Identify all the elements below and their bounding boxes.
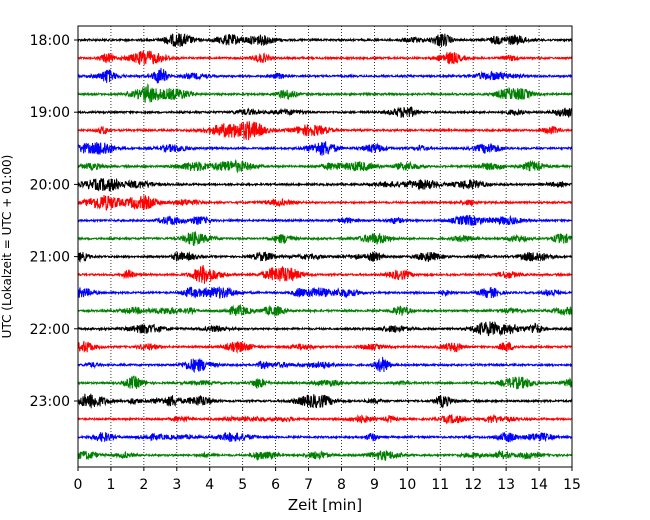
seismic-trace <box>77 303 573 317</box>
x-tick-label: 1 <box>106 477 115 493</box>
seismic-trace <box>77 214 573 226</box>
seismic-trace <box>77 141 573 156</box>
seismic-trace <box>77 340 573 354</box>
y-tick-label: 21:00 <box>30 250 70 266</box>
seismic-trace <box>77 356 573 373</box>
y-axis-label: UTC (Lokalzeit = UTC + 01:00) <box>0 155 14 339</box>
x-tick-label: 15 <box>563 477 581 493</box>
x-tick-label: 3 <box>172 477 181 493</box>
x-axis-ticks: 0 1 2 3 4 5 6 7 8 9 10 11 12 13 14 15 <box>74 467 581 493</box>
seismic-trace <box>77 320 573 337</box>
seismic-trace <box>77 432 573 443</box>
x-tick-label: 10 <box>398 477 416 493</box>
x-tick-label: 2 <box>139 477 148 493</box>
seismic-trace <box>77 250 573 263</box>
seismic-trace <box>77 106 573 118</box>
y-tick-label: 18:00 <box>30 33 70 49</box>
seismic-trace <box>77 393 573 409</box>
seismic-trace <box>77 158 573 174</box>
seismic-trace <box>77 265 573 284</box>
seismic-trace <box>77 177 573 192</box>
seismic-trace <box>77 375 573 390</box>
x-tick-label: 0 <box>74 477 83 493</box>
x-tick-label: 4 <box>205 477 214 493</box>
x-tick-label: 14 <box>530 477 548 493</box>
y-tick-label: 22:00 <box>30 322 70 338</box>
y-tick-label: 23:00 <box>30 394 70 410</box>
seismic-trace <box>77 195 573 211</box>
seismic-trace <box>77 33 573 47</box>
seismic-trace <box>77 50 573 65</box>
seismic-trace <box>77 121 573 141</box>
x-tick-label: 6 <box>271 477 280 493</box>
y-tick-label: 19:00 <box>30 105 70 121</box>
x-tick-label: 11 <box>431 477 449 493</box>
x-tick-label: 8 <box>337 477 346 493</box>
y-axis-ticks: 18:00 19:00 20:00 21:00 22:00 23:00 <box>30 33 78 410</box>
x-tick-label: 7 <box>304 477 313 493</box>
plot-frame <box>77 25 573 468</box>
seismic-trace <box>77 413 573 425</box>
seismic-trace <box>77 67 573 84</box>
seismic-trace <box>77 83 573 103</box>
seismic-traces <box>77 33 573 462</box>
x-tick-label: 12 <box>464 477 482 493</box>
seismic-trace <box>77 231 573 247</box>
seismic-trace <box>77 286 573 299</box>
x-tick-label: 5 <box>238 477 247 493</box>
y-tick-label: 20:00 <box>30 177 70 193</box>
seismic-trace <box>77 449 573 462</box>
x-tick-label: 13 <box>497 477 515 493</box>
x-axis-label: Zeit [min] <box>288 496 362 514</box>
x-tick-label: 9 <box>370 477 379 493</box>
